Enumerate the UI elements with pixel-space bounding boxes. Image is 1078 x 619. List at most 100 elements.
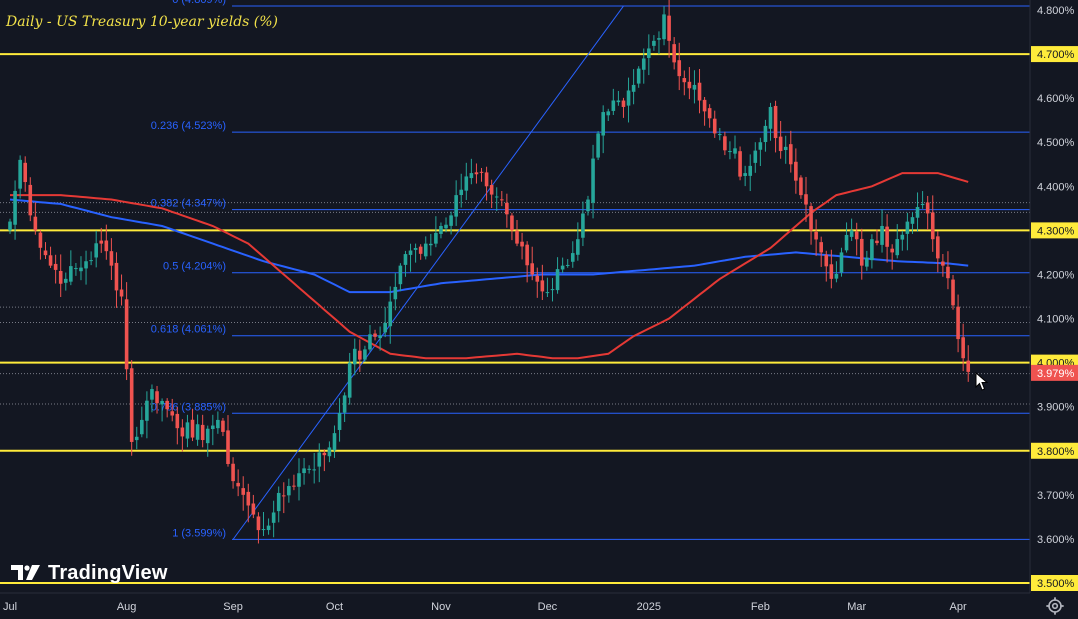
candle-down bbox=[738, 151, 742, 177]
level-price-badge bbox=[1031, 46, 1078, 63]
candle-up bbox=[13, 190, 17, 225]
current-price-label: 3.979% bbox=[1037, 368, 1075, 380]
candle-down bbox=[682, 78, 687, 83]
fib-level-label: 0.5 (4.204%) bbox=[163, 261, 226, 273]
candle-down bbox=[515, 230, 519, 244]
candle-up bbox=[743, 173, 747, 177]
candle-down bbox=[961, 337, 965, 359]
price-tick-label: 4.100% bbox=[1037, 314, 1075, 326]
candle-up bbox=[439, 225, 443, 234]
candle-down bbox=[358, 350, 362, 360]
price-tick-label: 4.800% bbox=[1037, 5, 1075, 17]
candle-up bbox=[160, 400, 164, 405]
candle-up bbox=[18, 159, 22, 189]
candle-up bbox=[444, 224, 448, 229]
candle-up bbox=[880, 225, 884, 245]
candle-up bbox=[261, 529, 266, 531]
candle-up bbox=[591, 158, 595, 203]
candle-up bbox=[758, 142, 763, 150]
candle-up bbox=[449, 215, 453, 226]
candle-down bbox=[854, 231, 859, 240]
candle-up bbox=[560, 265, 565, 270]
candle-up bbox=[895, 239, 900, 256]
candle-up bbox=[363, 349, 367, 360]
candle-up bbox=[205, 428, 210, 444]
candle-up bbox=[849, 230, 854, 237]
candle-down bbox=[885, 226, 889, 247]
candle-up bbox=[459, 189, 464, 196]
candle-down bbox=[859, 238, 864, 266]
current-price-badge bbox=[1031, 364, 1078, 381]
candle-up bbox=[783, 146, 788, 151]
time-axis-background bbox=[0, 593, 1030, 619]
candle-down bbox=[520, 241, 524, 247]
candle-up bbox=[74, 268, 78, 270]
candle-up bbox=[606, 111, 611, 116]
tradingview-logo-icon bbox=[11, 565, 40, 580]
candle-up bbox=[398, 265, 403, 285]
candle-up bbox=[748, 165, 753, 176]
gear-icon[interactable] bbox=[1046, 597, 1064, 615]
candle-up bbox=[753, 150, 758, 163]
candle-down bbox=[505, 202, 509, 215]
candle-up bbox=[768, 106, 773, 129]
candle-up bbox=[626, 90, 631, 106]
price-tick-label: 4.500% bbox=[1037, 137, 1075, 149]
candle-up bbox=[718, 134, 722, 136]
candle-down bbox=[535, 275, 540, 282]
price-tick-label: 4.600% bbox=[1037, 93, 1075, 105]
candle-down bbox=[175, 413, 180, 429]
candle-down bbox=[794, 161, 798, 181]
candle-down bbox=[723, 136, 727, 151]
candle-up bbox=[910, 217, 915, 224]
candle-down bbox=[930, 212, 935, 240]
candle-up bbox=[834, 273, 839, 279]
candle-down bbox=[236, 482, 240, 487]
time-tick-label: Jul bbox=[3, 601, 17, 613]
level-price-label: 4.700% bbox=[1037, 49, 1075, 61]
candle-up bbox=[145, 400, 149, 421]
candle-down bbox=[525, 244, 529, 266]
candle-down bbox=[109, 251, 114, 266]
candle-down bbox=[667, 15, 671, 41]
candle-down bbox=[322, 452, 327, 456]
candle-up bbox=[570, 253, 575, 262]
candle-down bbox=[489, 185, 494, 195]
time-tick-label: Mar bbox=[847, 601, 866, 613]
candle-up bbox=[317, 452, 322, 467]
candle-up bbox=[636, 68, 641, 84]
candle-up bbox=[332, 433, 337, 451]
candle-up bbox=[413, 248, 418, 250]
candle-down bbox=[702, 99, 707, 112]
candle-up bbox=[692, 84, 697, 90]
candle-down bbox=[925, 202, 930, 214]
candle-up bbox=[601, 112, 605, 136]
candle-down bbox=[829, 264, 834, 279]
candle-up bbox=[327, 447, 332, 457]
candle-up bbox=[763, 125, 768, 143]
candle-down bbox=[697, 82, 702, 101]
brand-name: TradingView bbox=[48, 561, 168, 584]
fib-level-label: 0.618 (4.061%) bbox=[151, 324, 226, 336]
candle-up bbox=[728, 151, 732, 153]
candle-up bbox=[550, 289, 555, 291]
candle-down bbox=[281, 495, 286, 497]
candle-down bbox=[936, 236, 940, 259]
candle-down bbox=[38, 232, 43, 248]
candle-down bbox=[672, 44, 676, 63]
candle-down bbox=[474, 172, 479, 175]
fib-level-label: 0.236 (4.523%) bbox=[151, 120, 226, 132]
candle-up bbox=[555, 269, 560, 291]
candle-down bbox=[804, 194, 808, 205]
brand-watermark: TradingView bbox=[10, 560, 168, 586]
candle-up bbox=[271, 512, 276, 523]
level-price-badge bbox=[1031, 575, 1078, 591]
candle-up bbox=[900, 234, 905, 240]
price-tick-label: 4.400% bbox=[1037, 181, 1075, 193]
candle-up bbox=[429, 243, 433, 246]
candle-down bbox=[540, 280, 545, 292]
candle-up bbox=[302, 468, 306, 474]
candle-up bbox=[195, 424, 200, 440]
